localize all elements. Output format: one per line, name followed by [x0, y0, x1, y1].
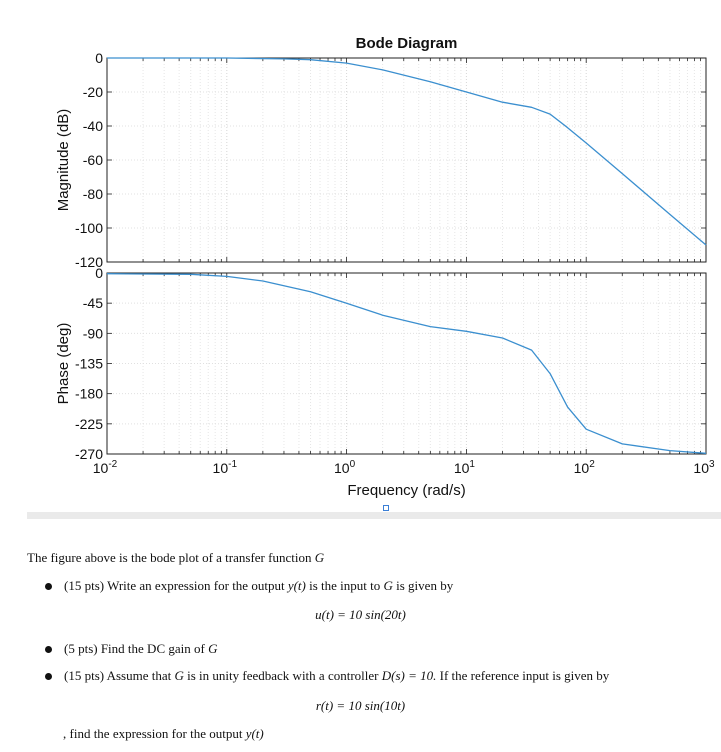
- plot-area: [107, 58, 706, 262]
- intro-line: The figure above is the bode plot of a t…: [27, 548, 324, 568]
- magnitude-panel: 0 -20 -40 -60 -80 -100 -120 Magnitude (dB) Bode …: [55, 35, 707, 270]
- bullet-3-g: G: [174, 668, 184, 683]
- y-tick-label: -135: [75, 356, 103, 372]
- plot-area: [107, 273, 706, 454]
- bullet-1: (15 pts) Write an expression for the out…: [45, 576, 453, 596]
- bullet-3-controller: D(s) = 10.: [381, 668, 437, 683]
- x-tick-label: 102: [574, 459, 596, 476]
- chart-title: Bode Diagram: [356, 35, 458, 52]
- bullet-dot: [45, 645, 52, 653]
- resize-handle[interactable]: [383, 505, 389, 511]
- bode-figure: 0 -20 -40 -60 -80 -100 -120 Magnitude (dB) Bode …: [55, 35, 715, 499]
- tail-text: , find the expression for the output: [63, 726, 243, 741]
- intro-variable: G: [314, 550, 325, 565]
- bullet-dot: [45, 672, 52, 680]
- plot-frame: [106, 272, 707, 455]
- x-tick-label: 103: [693, 459, 715, 476]
- phase-axis-label: Phase (deg): [55, 323, 72, 405]
- input-equation: u(t) = 10 sin(20t): [315, 607, 406, 622]
- plot-frame: [106, 57, 707, 263]
- x-tick-label: 100: [334, 459, 356, 476]
- y-tick-label: -20: [83, 84, 103, 100]
- bullet-3: (15 pts) Assume that G is in unity feedb…: [45, 666, 609, 686]
- y-tick-label: 0: [95, 50, 103, 66]
- y-tick-label: -180: [75, 386, 103, 402]
- y-tick-label: -120: [75, 254, 103, 270]
- y-tick-label: -60: [83, 152, 103, 168]
- y-tick-label: -80: [83, 186, 103, 202]
- phase-line: [106, 273, 707, 454]
- tail-line: , find the expression for the output y(t…: [63, 724, 264, 744]
- y-tick-label: -90: [83, 325, 103, 341]
- phase-panel: 0 -45 -90 -135 -180 -225 -270 Phase (deg) 10-2 10…: [55, 265, 715, 499]
- bullet-1-end: is given by: [396, 578, 454, 593]
- bullet-2-text: (5 pts) Find the DC gain of: [64, 641, 205, 656]
- y-tick-label: -225: [75, 416, 103, 432]
- bullet-dot: [45, 582, 52, 590]
- bullet-3-mid: is in unity feedback with a controller: [187, 668, 379, 683]
- magnitude-line: [107, 57, 707, 246]
- bullet-2: (5 pts) Find the DC gain of G: [45, 639, 217, 659]
- reference-equation: r(t) = 10 sin(10t): [315, 698, 406, 713]
- bullet-1-text: (15 pts) Write an expression for the out…: [64, 578, 285, 593]
- y-tick-label: -100: [75, 220, 103, 236]
- magnitude-axis-label: Magnitude (dB): [55, 109, 72, 212]
- x-tick-label: 101: [454, 459, 476, 476]
- y-tick-label: -40: [83, 118, 103, 134]
- tail-output: y(t): [245, 726, 264, 741]
- bullet-2-g: G: [208, 641, 218, 656]
- x-tick-label: 10-2: [93, 459, 118, 476]
- bullet-3-text: (15 pts) Assume that: [64, 668, 172, 683]
- y-tick-label: -270: [75, 446, 103, 462]
- bullet-1-mid: is the input to: [309, 578, 381, 593]
- bullet-3-end: If the reference input is given by: [439, 668, 610, 683]
- y-tick-label: 0: [95, 265, 103, 281]
- x-axis-label: Frequency (rad/s): [347, 482, 465, 499]
- bode-plot: 0 -20 -40 -60 -80 -100 -120 Magnitude (dB) Bode …: [55, 35, 715, 499]
- bullet-1-output: y(t): [287, 578, 306, 593]
- section-divider: [27, 512, 721, 519]
- y-tick-label: -45: [83, 295, 103, 311]
- x-tick-label: 10-1: [213, 459, 238, 476]
- bullet-1-g: G: [383, 578, 393, 593]
- intro-text: The figure above is the bode plot of a t…: [27, 550, 312, 565]
